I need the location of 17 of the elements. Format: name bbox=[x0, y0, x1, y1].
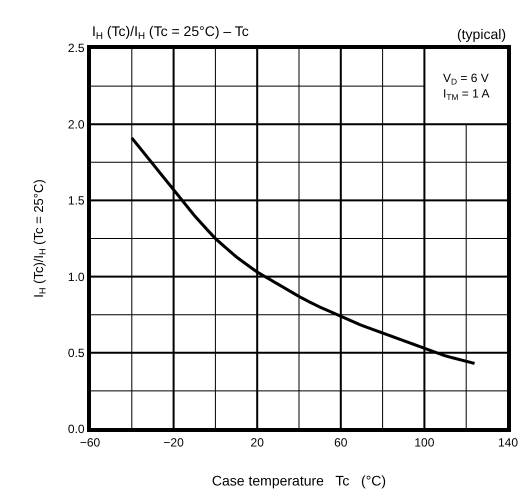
x-axis-title: Case temperature Tc (°C) bbox=[212, 472, 386, 489]
text: (typical) bbox=[457, 26, 506, 42]
annotation: I$_{TM}$ = 1 A bbox=[443, 86, 490, 102]
x-tick-label: 60 bbox=[334, 435, 348, 450]
y-tick-label: 0.5 bbox=[68, 346, 85, 360]
y-tick-label: 0.0 bbox=[68, 422, 85, 436]
x-tick-label: 100 bbox=[414, 435, 435, 450]
y-tick-label: 1.0 bbox=[68, 270, 85, 284]
x-tick-label: −20 bbox=[163, 435, 184, 450]
y-tick-label: 2.0 bbox=[68, 117, 85, 132]
annotation: V$_{D}$ = 6 V bbox=[443, 71, 489, 87]
chart-title: I$_{H}$ (Tc)/I$_{H}$ (Tc = 25°C) – Tc bbox=[92, 23, 249, 42]
x-tick-label: 20 bbox=[250, 435, 264, 450]
x-tick-label: −60 bbox=[80, 435, 100, 450]
y-tick-label: 1.5 bbox=[68, 194, 85, 208]
y-tick-label: 2.5 bbox=[68, 41, 85, 56]
x-tick-label: 140 bbox=[498, 435, 518, 450]
